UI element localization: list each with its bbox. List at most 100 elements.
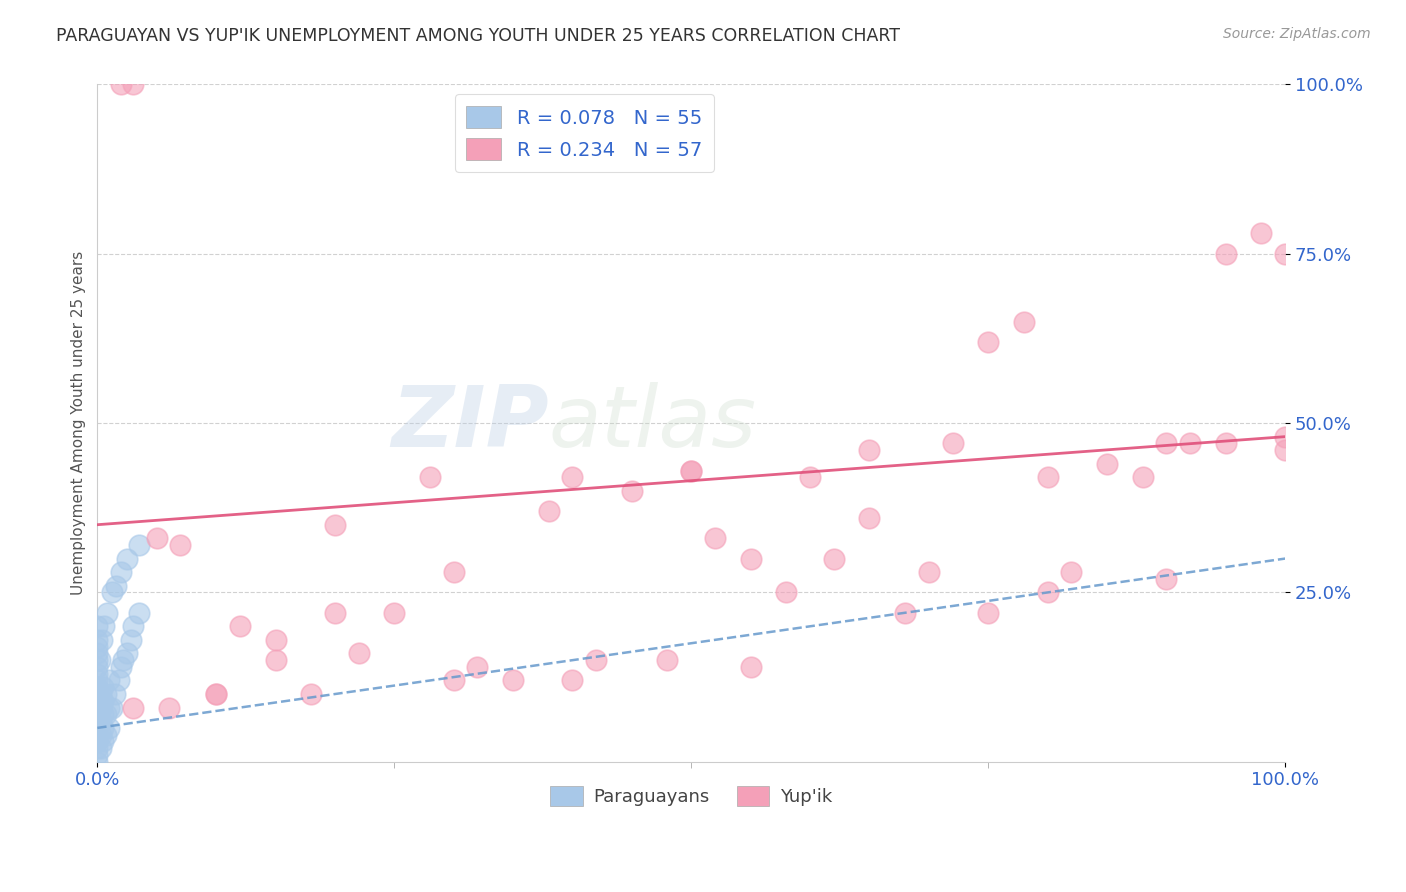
Point <box>98 721 121 735</box>
Point <box>823 551 845 566</box>
Text: atlas: atlas <box>548 382 756 465</box>
Point <box>894 606 917 620</box>
Point <box>740 551 762 566</box>
Point <box>205 687 228 701</box>
Point <box>91 707 114 722</box>
Point <box>537 504 560 518</box>
Point <box>86 619 108 633</box>
Point <box>169 538 191 552</box>
Point <box>122 619 145 633</box>
Point <box>561 470 583 484</box>
Point <box>1274 246 1296 260</box>
Point <box>86 632 108 647</box>
Point <box>90 714 112 728</box>
Point <box>86 741 108 756</box>
Legend: Paraguayans, Yup'ik: Paraguayans, Yup'ik <box>543 779 839 814</box>
Point <box>86 714 108 728</box>
Point <box>86 653 108 667</box>
Point <box>145 531 167 545</box>
Point <box>467 660 489 674</box>
Point <box>1274 443 1296 458</box>
Point <box>86 747 108 762</box>
Point <box>112 653 135 667</box>
Point <box>443 565 465 579</box>
Point <box>91 632 114 647</box>
Point <box>1156 572 1178 586</box>
Text: Source: ZipAtlas.com: Source: ZipAtlas.com <box>1223 27 1371 41</box>
Point <box>115 647 138 661</box>
Point <box>264 653 287 667</box>
Point <box>229 619 252 633</box>
Point <box>1036 585 1059 599</box>
Point <box>94 728 117 742</box>
Point <box>110 660 132 674</box>
Point <box>858 511 880 525</box>
Point <box>561 673 583 688</box>
Point <box>86 755 108 769</box>
Point <box>105 579 128 593</box>
Point <box>918 565 941 579</box>
Point <box>1274 430 1296 444</box>
Point <box>86 700 108 714</box>
Point <box>858 443 880 458</box>
Point <box>86 694 108 708</box>
Point <box>90 700 112 714</box>
Point <box>90 741 112 756</box>
Point <box>90 687 112 701</box>
Point <box>382 606 405 620</box>
Point <box>86 734 108 748</box>
Point <box>86 707 108 722</box>
Point <box>323 606 346 620</box>
Point <box>90 728 112 742</box>
Point <box>657 653 679 667</box>
Point <box>1178 436 1201 450</box>
Point <box>86 728 108 742</box>
Point <box>419 470 441 484</box>
Point <box>122 78 145 92</box>
Point <box>120 632 142 647</box>
Y-axis label: Unemployment Among Youth under 25 years: Unemployment Among Youth under 25 years <box>72 251 86 595</box>
Point <box>585 653 607 667</box>
Point <box>107 673 129 688</box>
Point <box>98 700 121 714</box>
Point <box>681 463 703 477</box>
Point <box>205 687 228 701</box>
Point <box>1215 436 1237 450</box>
Point <box>620 483 643 498</box>
Point <box>110 78 132 92</box>
Point <box>86 640 108 654</box>
Point <box>115 551 138 566</box>
Point <box>98 673 121 688</box>
Point <box>100 585 122 599</box>
Point <box>1060 565 1083 579</box>
Point <box>86 680 108 694</box>
Point <box>94 707 117 722</box>
Point <box>122 700 145 714</box>
Point <box>1215 246 1237 260</box>
Point <box>128 538 150 552</box>
Point <box>347 647 370 661</box>
Point <box>740 660 762 674</box>
Point <box>977 606 1000 620</box>
Point <box>86 721 108 735</box>
Point <box>1132 470 1154 484</box>
Text: PARAGUAYAN VS YUP'IK UNEMPLOYMENT AMONG YOUTH UNDER 25 YEARS CORRELATION CHART: PARAGUAYAN VS YUP'IK UNEMPLOYMENT AMONG … <box>56 27 900 45</box>
Point <box>89 653 111 667</box>
Point <box>94 687 117 701</box>
Point <box>502 673 524 688</box>
Point <box>104 687 127 701</box>
Point <box>91 694 114 708</box>
Point <box>110 565 132 579</box>
Point <box>91 721 114 735</box>
Point <box>86 734 108 748</box>
Point <box>96 606 118 620</box>
Point <box>264 632 287 647</box>
Point <box>799 470 821 484</box>
Point <box>86 666 108 681</box>
Point <box>128 606 150 620</box>
Point <box>86 647 108 661</box>
Point <box>91 734 114 748</box>
Point <box>1156 436 1178 450</box>
Point <box>100 700 122 714</box>
Point <box>86 673 108 688</box>
